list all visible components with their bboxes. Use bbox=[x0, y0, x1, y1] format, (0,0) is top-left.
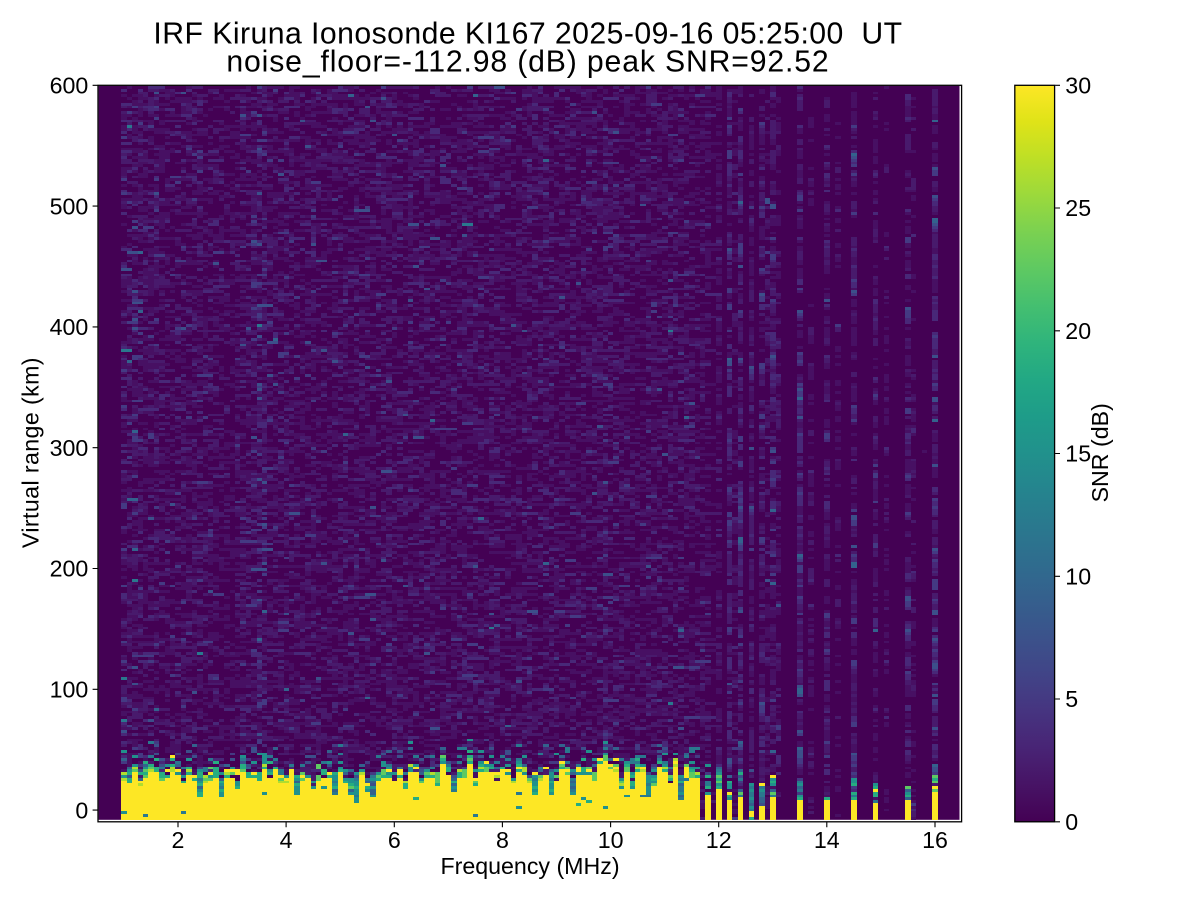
svg-text:200: 200 bbox=[50, 556, 89, 582]
svg-text:8: 8 bbox=[496, 827, 509, 853]
svg-text:IRF Kiruna Ionosonde KI167 202: IRF Kiruna Ionosonde KI167 2025-09-16 05… bbox=[153, 18, 902, 51]
svg-text:noise_floor=-112.98 (dB) peak: noise_floor=-112.98 (dB) peak SNR=92.52 bbox=[226, 45, 829, 78]
svg-text:Virtual range (km): Virtual range (km) bbox=[17, 357, 43, 548]
svg-text:400: 400 bbox=[50, 314, 89, 340]
svg-text:14: 14 bbox=[814, 827, 840, 853]
svg-text:2: 2 bbox=[172, 827, 185, 853]
svg-text:10: 10 bbox=[1065, 564, 1091, 590]
svg-text:4: 4 bbox=[280, 827, 293, 853]
svg-text:25: 25 bbox=[1065, 195, 1091, 221]
svg-text:SNR (dB): SNR (dB) bbox=[1087, 403, 1113, 502]
svg-text:15: 15 bbox=[1065, 441, 1091, 467]
svg-text:30: 30 bbox=[1065, 73, 1091, 99]
svg-text:300: 300 bbox=[50, 435, 89, 461]
svg-text:100: 100 bbox=[50, 677, 89, 703]
svg-text:10: 10 bbox=[598, 827, 624, 853]
svg-text:0: 0 bbox=[75, 797, 88, 823]
svg-text:16: 16 bbox=[922, 827, 948, 853]
svg-text:5: 5 bbox=[1065, 686, 1078, 712]
svg-text:0: 0 bbox=[1065, 809, 1078, 835]
svg-text:500: 500 bbox=[50, 193, 89, 219]
svg-text:20: 20 bbox=[1065, 318, 1091, 344]
svg-text:12: 12 bbox=[706, 827, 732, 853]
svg-text:600: 600 bbox=[50, 73, 89, 99]
svg-text:6: 6 bbox=[388, 827, 401, 853]
svg-text:Frequency (MHz): Frequency (MHz) bbox=[440, 853, 619, 879]
